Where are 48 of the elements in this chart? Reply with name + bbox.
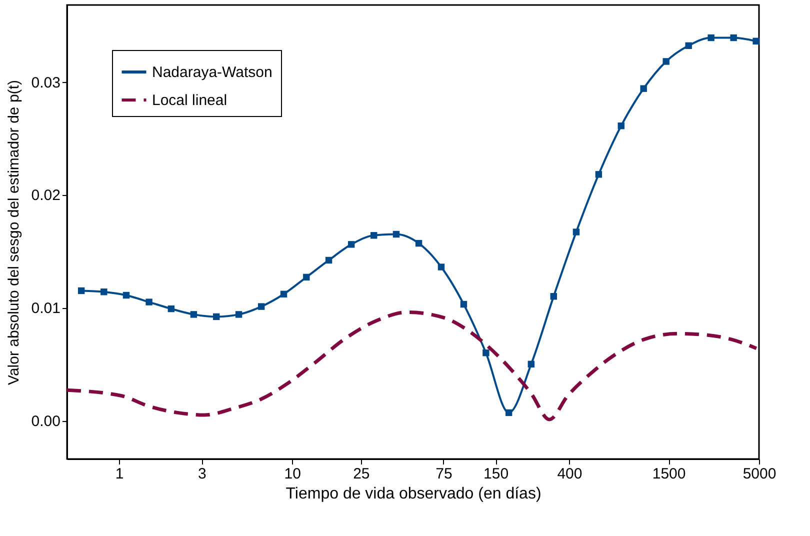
x-tick-label: 400 (557, 466, 582, 482)
point (146, 298, 152, 306)
point (78, 287, 85, 294)
point (122, 292, 130, 299)
point (685, 42, 692, 50)
x-axis-title: Tiempo de vida observado (en días) (286, 486, 542, 502)
point (190, 311, 198, 318)
point (235, 311, 242, 318)
point (528, 360, 535, 368)
point (708, 34, 714, 42)
x-tick-label: 5000 (742, 466, 776, 482)
point (438, 264, 445, 270)
point (213, 313, 220, 320)
legend-label: Local lineal (152, 92, 228, 109)
point (572, 228, 580, 236)
point (392, 230, 400, 238)
x-tick-label: 150 (484, 466, 509, 482)
y-axis-title: Valor absoluto del sesgo del estimador de p(t) (5, 80, 22, 385)
point (460, 300, 468, 308)
point (730, 34, 737, 42)
point (258, 303, 265, 310)
point (168, 305, 175, 312)
point (752, 38, 760, 44)
point (662, 58, 670, 65)
x-tick-label: 1500 (652, 466, 686, 482)
point (618, 122, 624, 130)
point (100, 288, 108, 296)
point (370, 232, 378, 239)
point (640, 85, 647, 92)
point (348, 241, 355, 248)
point (303, 274, 310, 281)
point (415, 240, 422, 247)
y-tick-label: 0.03 (31, 74, 60, 92)
y-tick-label: 0.01 (31, 300, 60, 318)
legend-label: Nadaraya-Watson (152, 64, 272, 81)
point (550, 293, 557, 300)
x-tick-label: 75 (436, 466, 452, 482)
point (505, 409, 512, 416)
point (482, 349, 490, 356)
point (595, 171, 602, 178)
point (325, 256, 332, 264)
point (280, 290, 288, 298)
x-tick-label: 10 (284, 466, 301, 482)
x-tick-label: 25 (353, 466, 370, 482)
x-tick-label: 3 (198, 466, 206, 482)
y-tick-label: 0.00 (31, 413, 60, 430)
y-tick-label: 0.02 (31, 187, 60, 204)
x-tick-label: 1 (115, 466, 124, 482)
